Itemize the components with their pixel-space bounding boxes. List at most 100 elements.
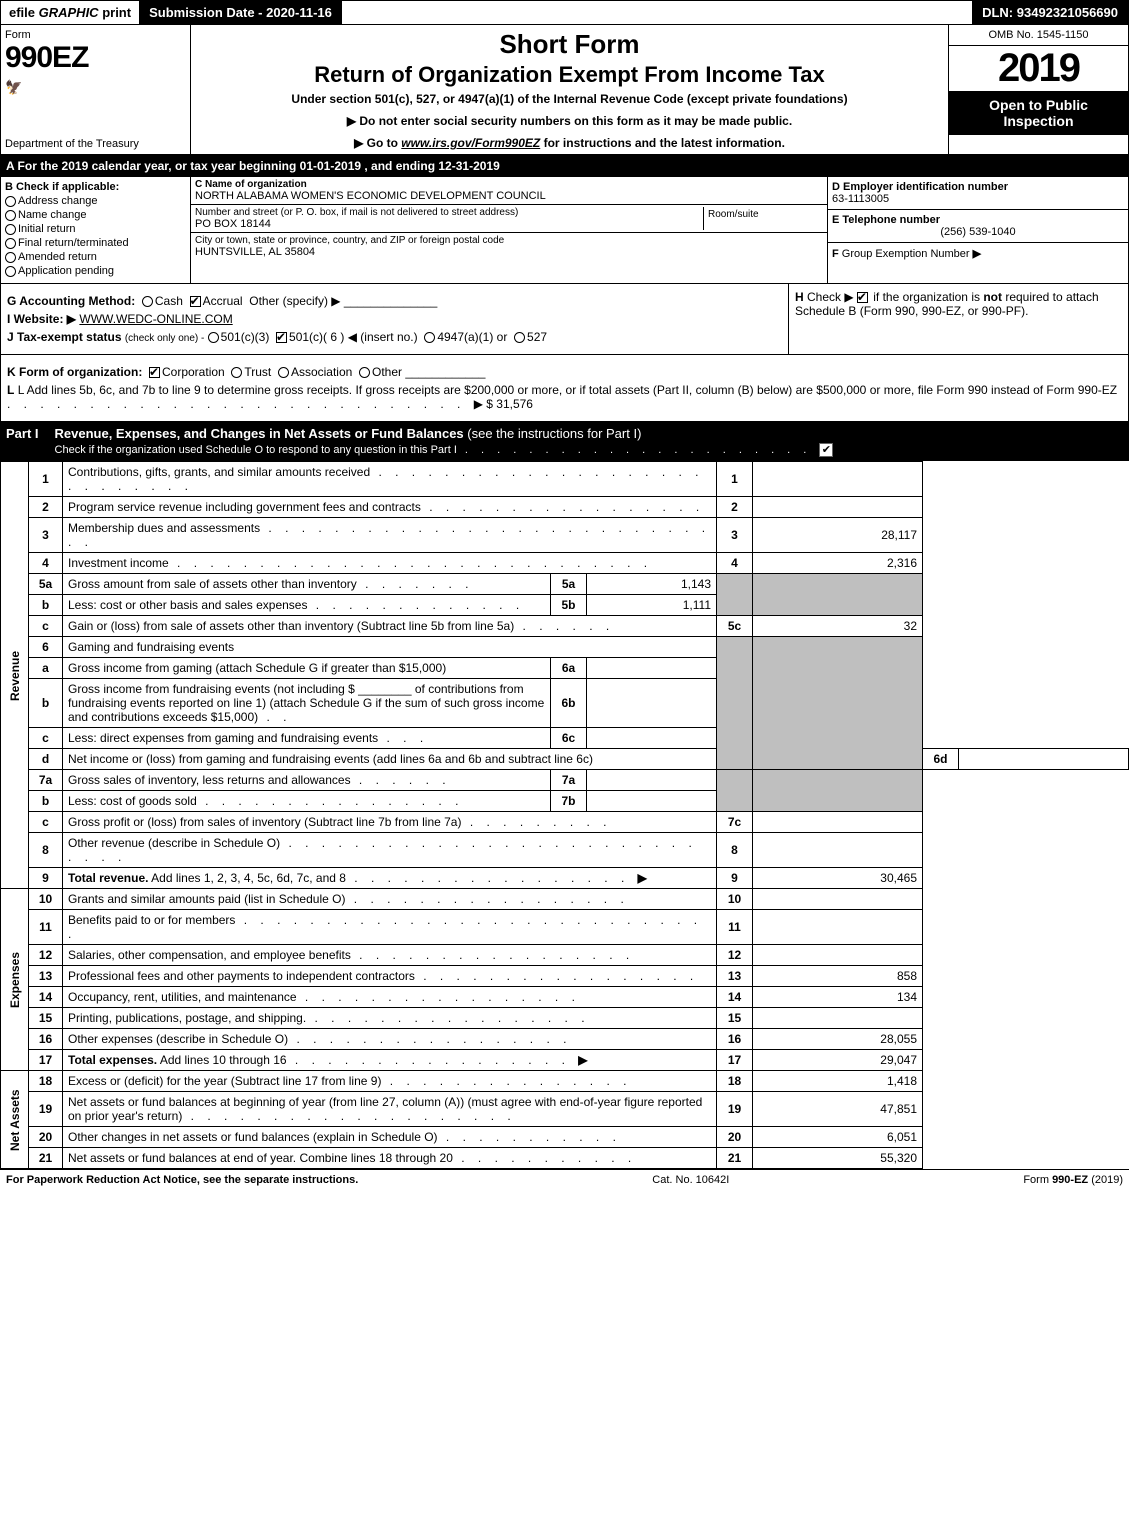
chk-final-return: Final return/terminated [5,237,186,249]
section-f: F Group Exemption Number ▶ [828,243,1128,283]
header-block: Form 990EZ 🦅 Department of the Treasury … [0,25,1129,155]
desc-text: Other expenses (describe in Schedule O) [68,1032,288,1046]
mid-num: 5b [551,595,587,616]
part-1-checkbox[interactable]: ✔ [819,443,833,457]
desc-text: Professional fees and other payments to … [68,969,415,983]
radio-icon[interactable] [5,224,16,235]
radio-assoc[interactable] [278,367,289,378]
line-desc: Investment income . . . . . . . . . . . … [63,553,717,574]
row-line-8: 8 Other revenue (describe in Schedule O)… [1,833,1129,868]
line-desc: Net assets or fund balances at beginning… [63,1092,717,1127]
website-link[interactable]: WWW.WEDC-ONLINE.COM [79,312,232,326]
line-num: 11 [29,910,63,945]
line-ref: 8 [717,833,753,868]
line-value [959,749,1129,770]
line-desc: Excess or (deficit) for the year (Subtra… [63,1071,717,1092]
radio-icon[interactable] [5,238,16,249]
row-line-13: 13 Professional fees and other payments … [1,966,1129,987]
room-suite-label: Room/suite [703,207,823,230]
arrow-icon: ▶ [638,871,647,885]
opt-corp: Corporation [162,365,225,379]
part-1-note: (see the instructions for Part I) [467,426,641,441]
line-num: 19 [29,1092,63,1127]
line-ref: 15 [717,1008,753,1029]
line-ref: 20 [717,1127,753,1148]
side-revenue: Revenue [1,462,29,889]
mid-val [587,679,717,728]
radio-4947[interactable] [424,332,435,343]
dots: . . . . . . . . . . . . . . . . . [346,871,638,885]
line-ref: 7c [717,812,753,833]
section-d: D Employer identification number 63-1113… [828,177,1128,210]
grey-cell [717,574,753,616]
line-desc: Salaries, other compensation, and employ… [63,945,717,966]
row-line-7c: c Gross profit or (loss) from sales of i… [1,812,1129,833]
section-j: J Tax-exempt status (check only one) - 5… [7,330,782,344]
line-desc: Other revenue (describe in Schedule O) .… [63,833,717,868]
radio-527[interactable] [514,332,525,343]
line-desc: Total expenses. Add lines 10 through 16 … [63,1050,717,1071]
line-num: 2 [29,497,63,518]
part-1-header: Part I Revenue, Expenses, and Changes in… [0,422,1129,461]
chk-h-not-required[interactable] [857,292,868,303]
part-1-table: Revenue 1 Contributions, gifts, grants, … [0,461,1129,1169]
info-right: D Employer identification number 63-1113… [828,177,1128,283]
line-num: 8 [29,833,63,868]
chk-501c[interactable] [276,332,287,343]
row-line-2: 2 Program service revenue including gove… [1,497,1129,518]
line-value [753,462,923,497]
footer-right: Form 990-EZ (2019) [1023,1174,1123,1186]
desc-text: Net assets or fund balances at end of ye… [68,1151,453,1165]
radio-icon[interactable] [5,210,16,221]
radio-cash[interactable] [142,296,153,307]
line-value [753,833,923,868]
opt-501c3: 501(c)(3) [221,330,270,344]
desc-text: Occupancy, rent, utilities, and maintena… [68,990,297,1004]
mid-val: 1,111 [587,595,717,616]
chk-corporation[interactable] [149,367,160,378]
line-desc: Occupancy, rent, utilities, and maintena… [63,987,717,1008]
tax-year: 2019 [949,46,1128,91]
irs-eagle-icon: 🦅 [5,79,186,96]
section-c-name-value: NORTH ALABAMA WOMEN'S ECONOMIC DEVELOPME… [195,190,823,202]
line-desc: Less: cost or other basis and sales expe… [63,595,551,616]
chk-label: Address change [18,195,98,207]
radio-icon[interactable] [5,266,16,277]
radio-icon[interactable] [5,196,16,207]
line-value: 28,055 [753,1029,923,1050]
grey-cell [753,574,923,616]
radio-501c3[interactable] [208,332,219,343]
radio-icon[interactable] [5,252,16,263]
opt-527: 527 [527,330,547,344]
desc-text: Printing, publications, postage, and shi… [68,1011,306,1025]
section-h-text: H Check ▶ if the organization is not req… [795,290,1122,318]
line-num: 7a [29,770,63,791]
row-line-9: 9 Total revenue. Add lines 1, 2, 3, 4, 5… [1,868,1129,889]
dots: . . . . . . . . . . . . . . . . . [306,1011,589,1025]
line-ref: 6d [923,749,959,770]
line-ref: 16 [717,1029,753,1050]
chk-accrual[interactable] [190,296,201,307]
line-value [753,497,923,518]
main-title: Return of Organization Exempt From Incom… [195,62,944,88]
grey-cell [717,770,753,812]
mid-num: 6b [551,679,587,728]
line-desc: Other changes in net assets or fund bala… [63,1127,717,1148]
row-line-20: 20 Other changes in net assets or fund b… [1,1127,1129,1148]
section-l-value: 31,576 [496,397,533,411]
line-ref: 12 [717,945,753,966]
irs-form-link[interactable]: www.irs.gov/Form990EZ [401,136,540,150]
line-desc: Less: direct expenses from gaming and fu… [63,728,551,749]
radio-other[interactable] [359,367,370,378]
header-left: Form 990EZ 🦅 Department of the Treasury [1,25,191,154]
line-desc: Membership dues and assessments . . . . … [63,518,717,553]
tax-year-line: A For the 2019 calendar year, or tax yea… [0,155,1129,177]
opt-trust: Trust [244,365,271,379]
desc-text: Gross sales of inventory, less returns a… [68,773,351,787]
header-center: Short Form Return of Organization Exempt… [191,25,948,154]
dots: . . . . . . . . . . . . . . . . . [287,1053,579,1067]
dots: . . . . . . . . . . . . . . . . . [288,1032,571,1046]
submission-date-value: 2020-11-16 [266,5,332,20]
radio-trust[interactable] [231,367,242,378]
chk-label: Name change [18,209,87,221]
